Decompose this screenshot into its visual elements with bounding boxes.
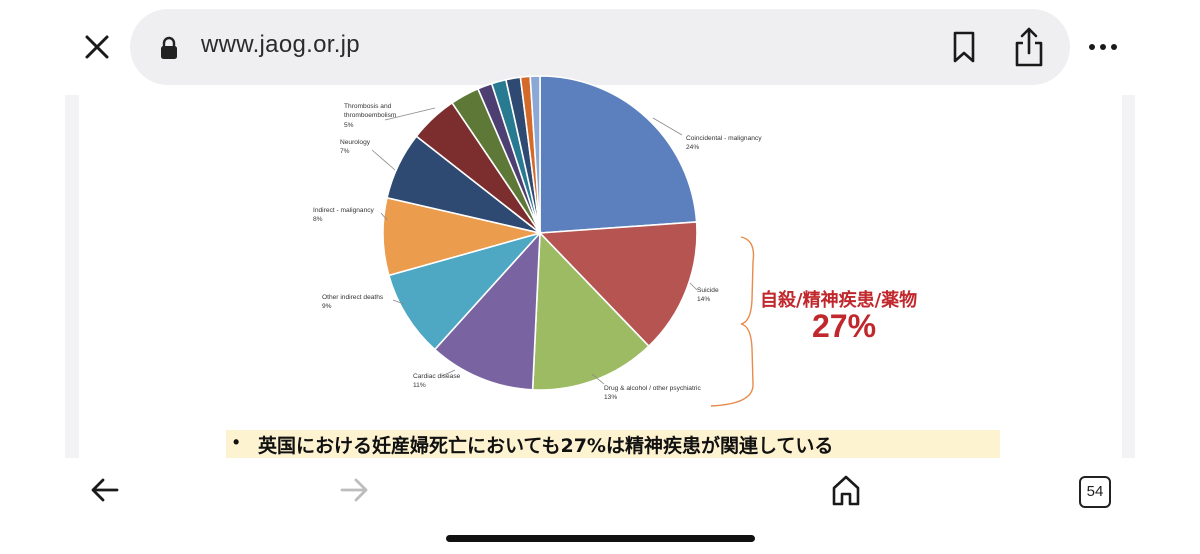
note-bullet: • <box>233 432 240 452</box>
callout-percent: 27% <box>812 308 877 344</box>
callout-text: 自殺/精神疾患/薬物 <box>760 290 918 311</box>
lock-icon <box>161 36 177 59</box>
value-suicide: 14% <box>697 296 710 303</box>
label-neurology: Neurology <box>340 139 371 146</box>
leader-lines <box>371 107 698 385</box>
label-thrombosis: Thrombosis and <box>344 103 392 110</box>
label-other-indirect: Other indirect deaths <box>322 294 384 301</box>
label-cardiac-disease: Cardiac disease <box>413 373 461 380</box>
label-indirect-malignancy: Indirect - malignancy <box>313 207 375 214</box>
share-icon[interactable] <box>1012 26 1046 68</box>
pie-slice-2 <box>531 231 650 391</box>
pie-slices <box>382 75 698 391</box>
slice-labels: Coincidental - malignancy 24% Suicide 14… <box>313 103 762 401</box>
label-drug-alcohol: Drug & alcohol / other psychiatric <box>604 385 701 392</box>
label-coincidental-malignancy: Coincidental - malignancy <box>686 135 762 142</box>
value-indirect-malignancy: 8% <box>313 216 323 223</box>
value-coincidental-malignancy: 24% <box>686 144 699 151</box>
value-drug-alcohol: 13% <box>604 394 617 401</box>
value-neurology: 7% <box>340 148 350 155</box>
value-other-indirect: 9% <box>322 303 332 310</box>
value-thrombosis: 5% <box>344 122 354 129</box>
pie-slice-0 <box>539 75 698 234</box>
home-indicator <box>446 535 755 542</box>
address-bar[interactable] <box>130 9 1070 85</box>
pie-slice-13 <box>529 75 541 234</box>
label-thrombosis-2: thromboembolism <box>344 112 397 119</box>
bookmark-icon[interactable] <box>950 30 978 64</box>
close-icon[interactable] <box>80 30 114 64</box>
tab-count-button[interactable]: 54 <box>1079 476 1111 508</box>
note-box <box>226 430 1000 458</box>
more-options-icon[interactable] <box>1088 38 1118 56</box>
forward-arrow-icon[interactable] <box>339 476 369 504</box>
url-text[interactable]: www.jaog.or.jp <box>201 31 360 58</box>
back-arrow-icon[interactable] <box>90 476 120 504</box>
pie-slice-4 <box>387 231 543 351</box>
pie-slice-3 <box>433 230 541 391</box>
value-cardiac-disease: 11% <box>413 382 426 389</box>
note-text: 英国における妊産婦死亡においても27%は精神疾患が関連している <box>258 435 834 457</box>
home-icon[interactable] <box>831 474 861 506</box>
bracket <box>710 236 755 407</box>
label-suicide: Suicide <box>697 287 719 294</box>
pie-slice-1 <box>538 221 698 348</box>
